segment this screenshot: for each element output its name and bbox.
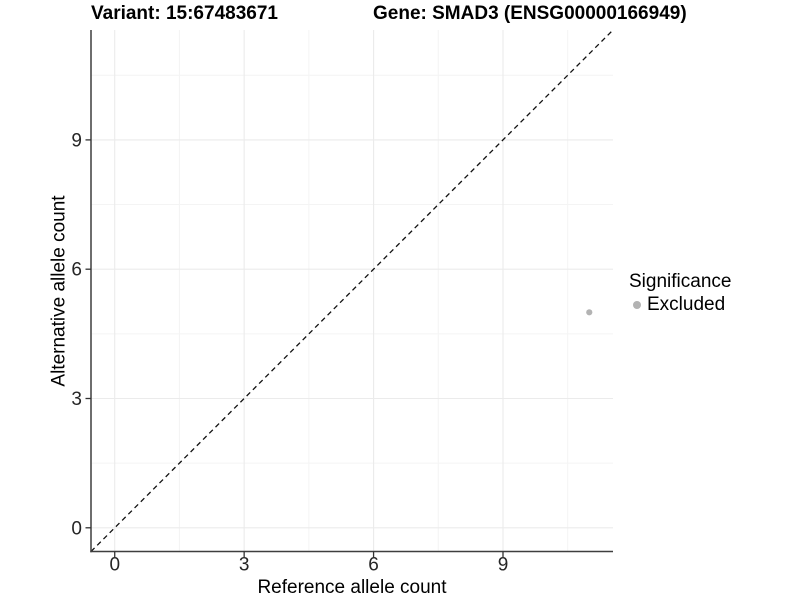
x-tick-label: 0 xyxy=(109,555,120,576)
y-axis-title: Alternative allele count xyxy=(48,195,70,387)
legend-item-excluded: Excluded xyxy=(629,294,731,315)
legend: Significance Excluded xyxy=(629,271,731,315)
gene-title: Gene: SMAD3 (ENSG00000166949) xyxy=(373,3,687,24)
legend-item-label: Excluded xyxy=(647,294,726,315)
y-tick-label: 3 xyxy=(71,389,82,410)
x-tick-label: 9 xyxy=(498,555,509,576)
excluded-point-icon xyxy=(633,300,641,309)
x-tick-label: 6 xyxy=(368,555,379,576)
identity-line xyxy=(90,29,614,552)
y-tick-label: 0 xyxy=(71,518,82,539)
x-axis-title: Reference allele count xyxy=(257,577,447,598)
x-tick-label: 3 xyxy=(239,555,250,576)
y-tick-label: 9 xyxy=(71,130,82,151)
variant-title: Variant: 15:67483671 xyxy=(91,3,278,24)
data-point xyxy=(586,309,593,316)
y-tick-label: 6 xyxy=(71,260,82,281)
legend-title: Significance xyxy=(629,271,732,292)
